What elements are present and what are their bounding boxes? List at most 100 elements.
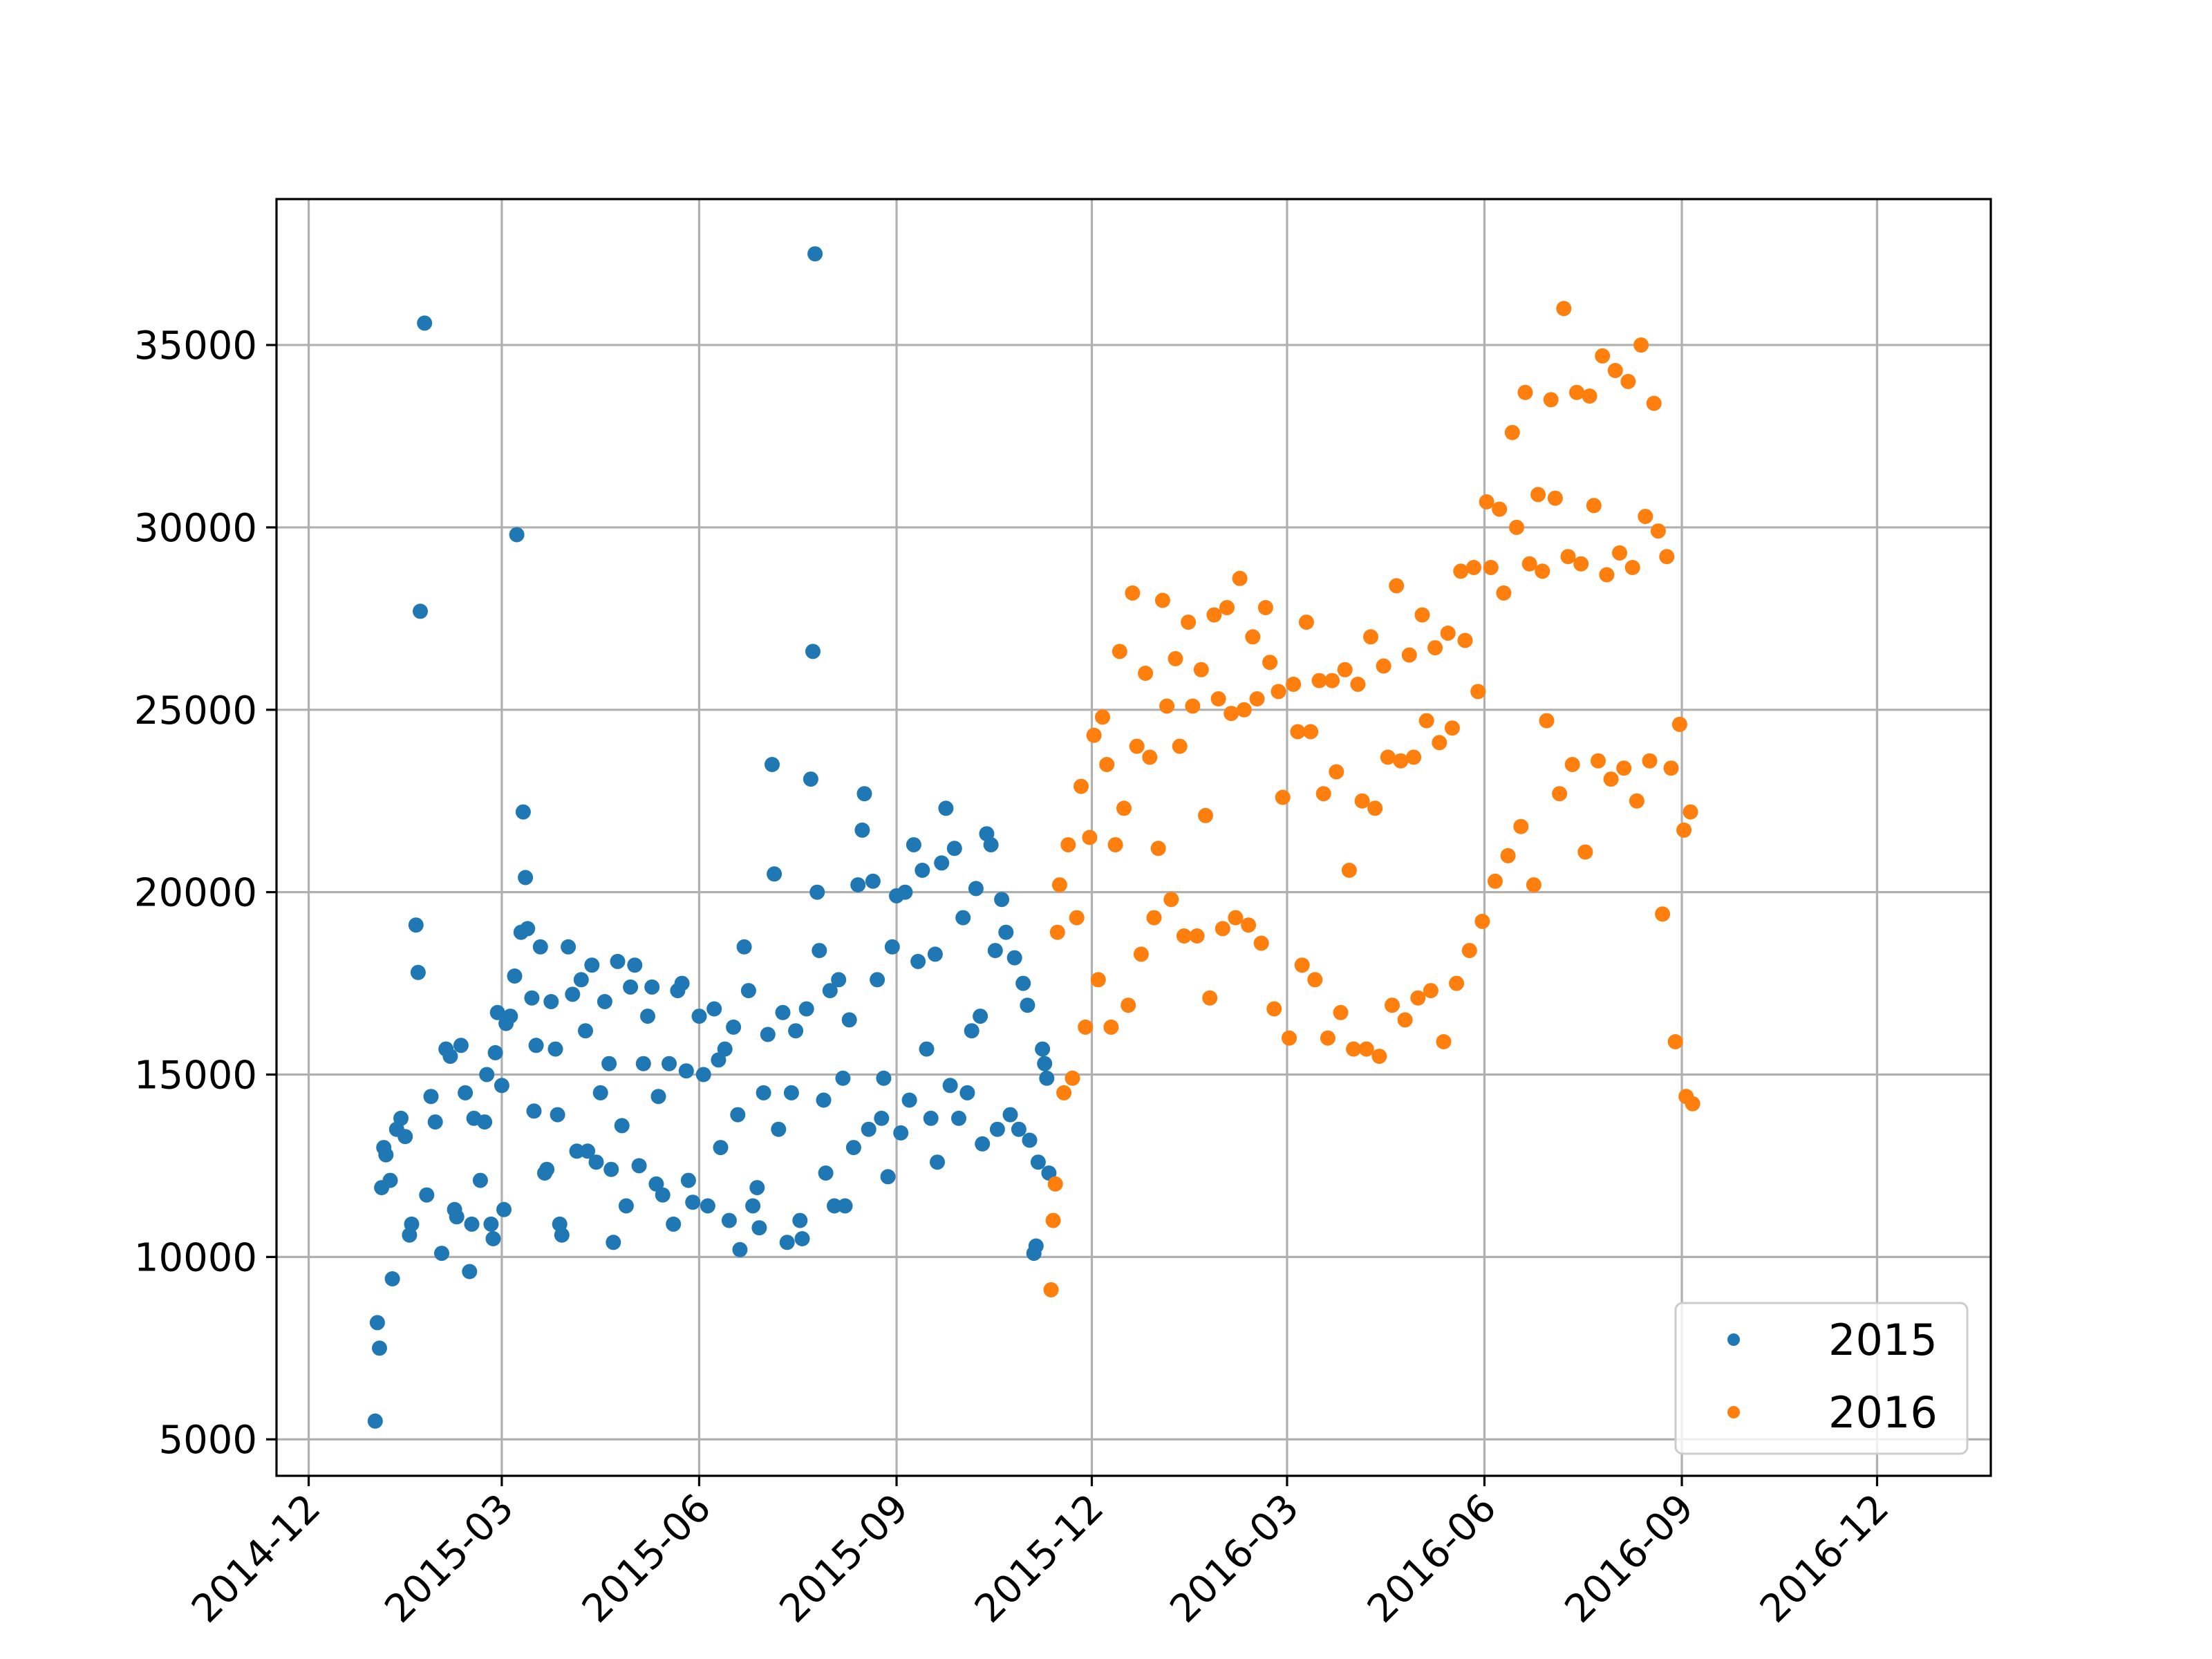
point-2016 — [1146, 910, 1162, 926]
point-2015 — [464, 1216, 480, 1232]
legend-marker-2015 — [1727, 1333, 1740, 1346]
point-2015 — [518, 870, 534, 885]
point-2015 — [850, 877, 866, 893]
point-2016 — [1150, 841, 1166, 856]
point-2016 — [1436, 1034, 1452, 1049]
point-2015 — [404, 1216, 420, 1232]
point-2016 — [1371, 1049, 1387, 1065]
point-2016 — [1047, 1176, 1063, 1192]
point-2016 — [1346, 1041, 1362, 1057]
point-2016 — [1069, 910, 1085, 926]
point-2016 — [1095, 709, 1110, 725]
legend-label-2016: 2016 — [1828, 1387, 1938, 1438]
point-2016 — [1526, 877, 1541, 893]
point-2015 — [975, 1136, 991, 1152]
point-2016 — [1129, 738, 1145, 754]
point-2015 — [462, 1264, 478, 1280]
point-2015 — [561, 939, 577, 955]
point-2015 — [503, 1009, 518, 1024]
point-2016 — [1517, 384, 1533, 400]
point-2015 — [384, 1271, 400, 1286]
point-2015 — [413, 603, 428, 619]
point-2015 — [779, 1235, 795, 1250]
point-2015 — [650, 1089, 666, 1105]
point-2015 — [837, 1198, 853, 1214]
point-2016 — [1198, 807, 1213, 823]
point-2016 — [1655, 906, 1671, 922]
point-2016 — [1612, 545, 1627, 561]
point-2016 — [1363, 629, 1378, 645]
point-2015 — [841, 1012, 857, 1028]
point-2015 — [662, 1056, 677, 1071]
point-2015 — [543, 994, 559, 1009]
point-2015 — [760, 1027, 776, 1042]
point-2016 — [1315, 786, 1331, 802]
point-2015 — [479, 1067, 495, 1082]
point-2015 — [547, 1041, 563, 1057]
point-2016 — [1496, 585, 1512, 601]
legend-marker-2016 — [1727, 1406, 1740, 1418]
point-2015 — [951, 1110, 966, 1126]
point-2016 — [1329, 764, 1344, 780]
point-2015 — [578, 1023, 593, 1039]
point-2015 — [934, 855, 950, 871]
point-2016 — [1294, 957, 1310, 973]
point-2016 — [1367, 800, 1383, 816]
point-2015 — [783, 1085, 799, 1100]
point-2015 — [678, 1063, 694, 1079]
point-2016 — [1500, 847, 1516, 863]
point-2016 — [1488, 873, 1503, 889]
point-2016 — [1560, 549, 1576, 565]
point-2015 — [627, 957, 643, 973]
point-2015 — [938, 800, 954, 816]
point-2016 — [1271, 684, 1286, 700]
data-points — [367, 246, 1700, 1429]
point-2015 — [930, 1154, 945, 1170]
point-2016 — [1479, 494, 1494, 509]
point-2015 — [713, 1140, 729, 1156]
plot-frame — [275, 198, 1992, 1477]
point-2016 — [1513, 818, 1529, 834]
point-2016 — [1116, 800, 1132, 816]
point-2016 — [1049, 924, 1065, 940]
series-2015 — [367, 246, 1057, 1429]
point-2016 — [1650, 523, 1666, 539]
point-2015 — [732, 1241, 748, 1257]
point-2016 — [1210, 691, 1226, 706]
point-2015 — [959, 1085, 975, 1100]
point-2016 — [1599, 567, 1615, 583]
point-2016 — [1539, 713, 1555, 729]
point-2015 — [695, 1067, 711, 1082]
point-2015 — [584, 957, 600, 973]
point-2016 — [1676, 822, 1692, 838]
point-2015 — [856, 786, 872, 802]
legend-box — [1674, 1302, 1969, 1455]
point-2016 — [1663, 760, 1679, 776]
point-2015 — [526, 1103, 542, 1119]
point-2016 — [1112, 644, 1127, 659]
y-tick-label: 25000 — [134, 688, 257, 733]
point-2015 — [1022, 1132, 1038, 1148]
point-2015 — [809, 884, 825, 900]
point-2016 — [1509, 519, 1524, 535]
point-2016 — [1241, 917, 1257, 933]
point-2015 — [614, 1118, 630, 1134]
point-2016 — [1159, 698, 1175, 714]
point-2015 — [382, 1172, 398, 1188]
point-2015 — [919, 1041, 935, 1057]
point-2016 — [1168, 650, 1183, 666]
point-2016 — [1290, 724, 1306, 740]
point-2016 — [1449, 975, 1465, 991]
point-2015 — [745, 1198, 761, 1214]
point-2015 — [831, 972, 847, 988]
point-2015 — [453, 1038, 469, 1053]
point-2015 — [1030, 1154, 1046, 1170]
point-2016 — [1307, 972, 1323, 988]
point-2015 — [1039, 1070, 1055, 1086]
point-2016 — [1337, 662, 1353, 677]
point-2015 — [827, 1198, 842, 1214]
point-2015 — [989, 1121, 1005, 1137]
point-2015 — [987, 943, 1003, 959]
point-2016 — [1393, 753, 1409, 769]
point-2016 — [1483, 560, 1499, 575]
